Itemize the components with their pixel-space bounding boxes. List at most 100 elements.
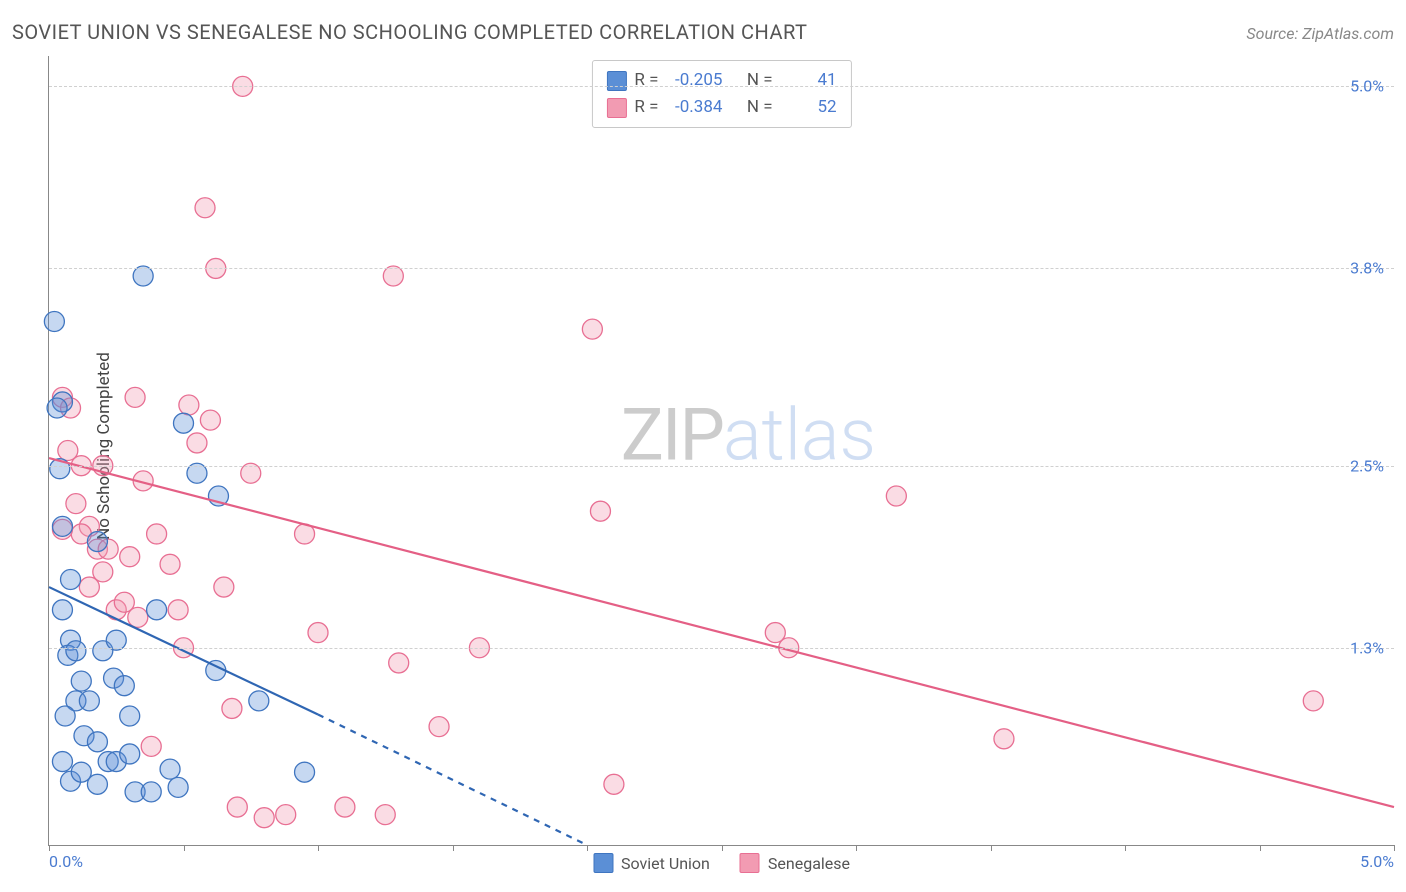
x-tick — [856, 845, 857, 851]
stats-n-label: N = — [747, 67, 773, 94]
data-point — [582, 319, 602, 339]
data-point — [200, 410, 220, 430]
legend-label-2: Senegalese — [768, 854, 850, 873]
legend-swatch-1 — [593, 853, 613, 873]
data-point — [79, 577, 99, 597]
y-tick-label: 2.5% — [1350, 456, 1384, 475]
data-point — [295, 762, 315, 782]
x-tick — [587, 845, 588, 851]
data-point — [120, 744, 140, 764]
data-point — [47, 398, 67, 418]
stats-r-label: R = — [634, 67, 658, 94]
data-point — [335, 797, 355, 817]
stats-row-1: R = -0.205 N = 41 — [606, 67, 836, 94]
data-point — [604, 774, 624, 794]
data-point — [61, 569, 81, 589]
stats-row-2: R = -0.384 N = 52 — [606, 94, 836, 121]
data-point — [168, 600, 188, 620]
data-point — [429, 717, 449, 737]
data-point — [87, 732, 107, 752]
data-point — [249, 691, 269, 711]
stats-r-value-2: -0.384 — [666, 94, 722, 121]
data-point — [187, 433, 207, 453]
x-tick — [722, 845, 723, 851]
data-point — [160, 759, 180, 779]
legend-item-1: Soviet Union — [593, 853, 710, 873]
stats-n-value-1: 41 — [781, 67, 837, 94]
stats-n-value-2: 52 — [781, 94, 837, 121]
data-point — [52, 516, 72, 536]
x-tick — [991, 845, 992, 851]
x-tick — [1260, 845, 1261, 851]
data-point — [79, 691, 99, 711]
legend-item-2: Senegalese — [740, 853, 850, 873]
chart-title: SOVIET UNION VS SENEGALESE NO SCHOOLING … — [12, 20, 807, 44]
data-point — [128, 607, 148, 627]
data-point — [141, 782, 161, 802]
data-point — [308, 623, 328, 643]
data-point — [66, 494, 86, 514]
data-point — [160, 554, 180, 574]
trend-line — [318, 715, 587, 845]
grid-line — [49, 466, 1394, 467]
data-point — [114, 676, 134, 696]
data-point — [71, 671, 91, 691]
legend-label-1: Soviet Union — [621, 854, 710, 873]
x-tick — [49, 845, 50, 851]
stats-r-value-1: -0.205 — [666, 67, 722, 94]
data-point — [227, 797, 247, 817]
data-point — [179, 395, 199, 415]
data-point — [276, 805, 296, 825]
stats-box: R = -0.205 N = 41 R = -0.384 N = 52 — [591, 60, 851, 128]
data-point — [87, 532, 107, 552]
data-point — [590, 501, 610, 521]
y-tick-label: 3.8% — [1350, 259, 1384, 278]
data-point — [168, 777, 188, 797]
source-label: Source: ZipAtlas.com — [1246, 24, 1394, 43]
data-point — [389, 653, 409, 673]
grid-line — [49, 648, 1394, 649]
bottom-legend: Soviet Union Senegalese — [593, 853, 850, 873]
x-tick — [1125, 845, 1126, 851]
grid-line — [49, 268, 1394, 269]
data-point — [55, 706, 75, 726]
data-point — [375, 805, 395, 825]
data-point — [886, 486, 906, 506]
data-point — [1303, 691, 1323, 711]
x-axis-min-label: 0.0% — [49, 852, 83, 871]
stats-r-label-2: R = — [634, 94, 658, 121]
legend-swatch-2 — [740, 853, 760, 873]
x-tick — [1394, 845, 1395, 851]
data-point — [141, 736, 161, 756]
data-point — [120, 547, 140, 567]
header: SOVIET UNION VS SENEGALESE NO SCHOOLING … — [12, 20, 1394, 44]
data-point — [87, 774, 107, 794]
y-tick-label: 5.0% — [1350, 77, 1384, 96]
y-tick-label: 1.3% — [1350, 638, 1384, 657]
chart-container: ZIPatlas R = -0.205 N = 41 R = -0.384 N … — [48, 56, 1394, 846]
data-point — [222, 698, 242, 718]
x-tick — [318, 845, 319, 851]
plot-area: ZIPatlas R = -0.205 N = 41 R = -0.384 N … — [48, 56, 1394, 846]
data-point — [195, 198, 215, 218]
x-tick — [453, 845, 454, 851]
data-point — [120, 706, 140, 726]
stats-n-label-2: N = — [747, 94, 773, 121]
grid-line — [49, 86, 1394, 87]
data-point — [66, 641, 86, 661]
data-point — [214, 577, 234, 597]
data-point — [52, 600, 72, 620]
data-point — [52, 752, 72, 772]
data-point — [174, 413, 194, 433]
stats-swatch-2 — [606, 98, 626, 118]
x-tick — [184, 845, 185, 851]
trend-line — [49, 458, 1394, 807]
data-point — [147, 524, 167, 544]
stats-swatch-1 — [606, 71, 626, 91]
data-point — [994, 729, 1014, 749]
data-point — [147, 600, 167, 620]
data-point — [254, 808, 274, 828]
data-point — [125, 387, 145, 407]
data-point — [44, 312, 64, 332]
x-axis-max-label: 5.0% — [1360, 852, 1394, 871]
